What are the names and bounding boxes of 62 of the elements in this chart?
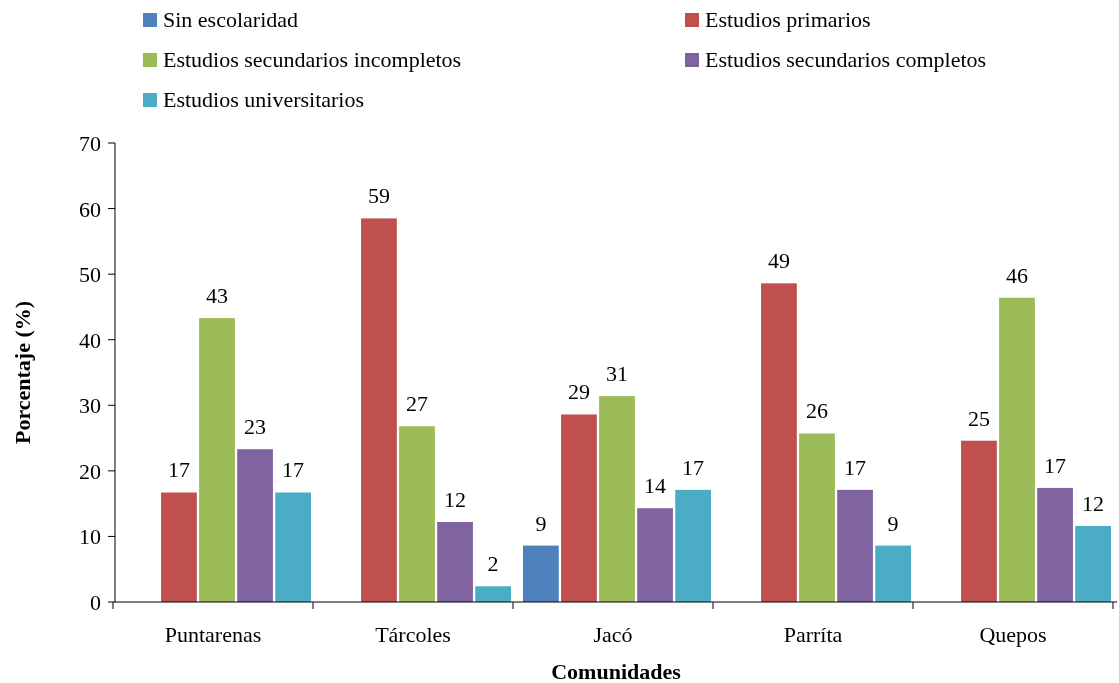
bar — [999, 297, 1035, 602]
data-label: 12 — [444, 487, 467, 512]
bar — [275, 492, 311, 602]
legend-label: Sin escolaridad — [163, 7, 299, 32]
x-tick-label: Tárcoles — [375, 622, 451, 647]
y-tick-label: 10 — [79, 524, 101, 550]
bar — [161, 492, 197, 602]
data-label: 17 — [844, 454, 867, 480]
y-axis-title: Porcentaje (%) — [10, 300, 35, 445]
data-label: 26 — [806, 398, 828, 424]
data-label: 17 — [167, 457, 190, 483]
data-label: 43 — [206, 283, 228, 309]
bar — [1037, 487, 1073, 602]
data-label: 17 — [1044, 452, 1067, 478]
x-tick-label: Quepos — [979, 622, 1047, 647]
bar — [799, 433, 835, 602]
data-label: 17 — [682, 454, 705, 480]
data-label: 2 — [487, 551, 499, 577]
bar — [837, 489, 873, 602]
bar — [599, 396, 635, 602]
data-label: 14 — [644, 473, 667, 499]
data-label: 46 — [1006, 262, 1028, 288]
legend-label: Estudios secundarios completos — [705, 47, 987, 72]
data-label: 27 — [406, 391, 428, 417]
bar — [1075, 525, 1111, 602]
x-tick-label: Parríta — [783, 622, 843, 647]
legend-label: Estudios secundarios incompletos — [163, 47, 462, 72]
legend-label: Estudios universitarios — [163, 87, 365, 112]
bar — [961, 440, 997, 602]
bar — [675, 489, 711, 602]
data-label: 12 — [1082, 490, 1105, 516]
data-label: 25 — [967, 405, 990, 431]
y-tick-label: 50 — [79, 262, 101, 288]
y-tick-label: 40 — [79, 327, 101, 353]
x-axis-title: Comunidades — [551, 659, 682, 683]
bar — [399, 426, 435, 602]
data-label: 23 — [244, 414, 267, 440]
data-label: 9 — [887, 510, 899, 536]
data-label: 17 — [282, 457, 305, 483]
y-tick-label: 60 — [79, 196, 101, 222]
bar — [875, 545, 911, 602]
legend-label: Estudios primarios — [705, 7, 871, 32]
bar — [199, 318, 235, 602]
y-tick-label: 20 — [79, 458, 101, 484]
y-tick-label: 30 — [79, 393, 101, 419]
data-label: 9 — [535, 510, 547, 536]
bar — [561, 414, 597, 602]
bar — [637, 508, 673, 602]
y-tick-label: 70 — [79, 131, 101, 156]
x-tick-label: Jacó — [593, 622, 633, 647]
bar — [361, 218, 397, 602]
data-label: 49 — [767, 248, 790, 274]
bar — [475, 586, 511, 602]
data-label: 31 — [606, 361, 628, 387]
bar — [437, 522, 473, 602]
data-label: 29 — [567, 379, 590, 405]
y-tick-label: 0 — [90, 590, 101, 615]
x-tick-label: Puntarenas — [164, 622, 262, 647]
bar — [237, 449, 273, 602]
data-label: 59 — [367, 183, 390, 209]
bar — [761, 283, 797, 602]
bar — [523, 545, 559, 602]
